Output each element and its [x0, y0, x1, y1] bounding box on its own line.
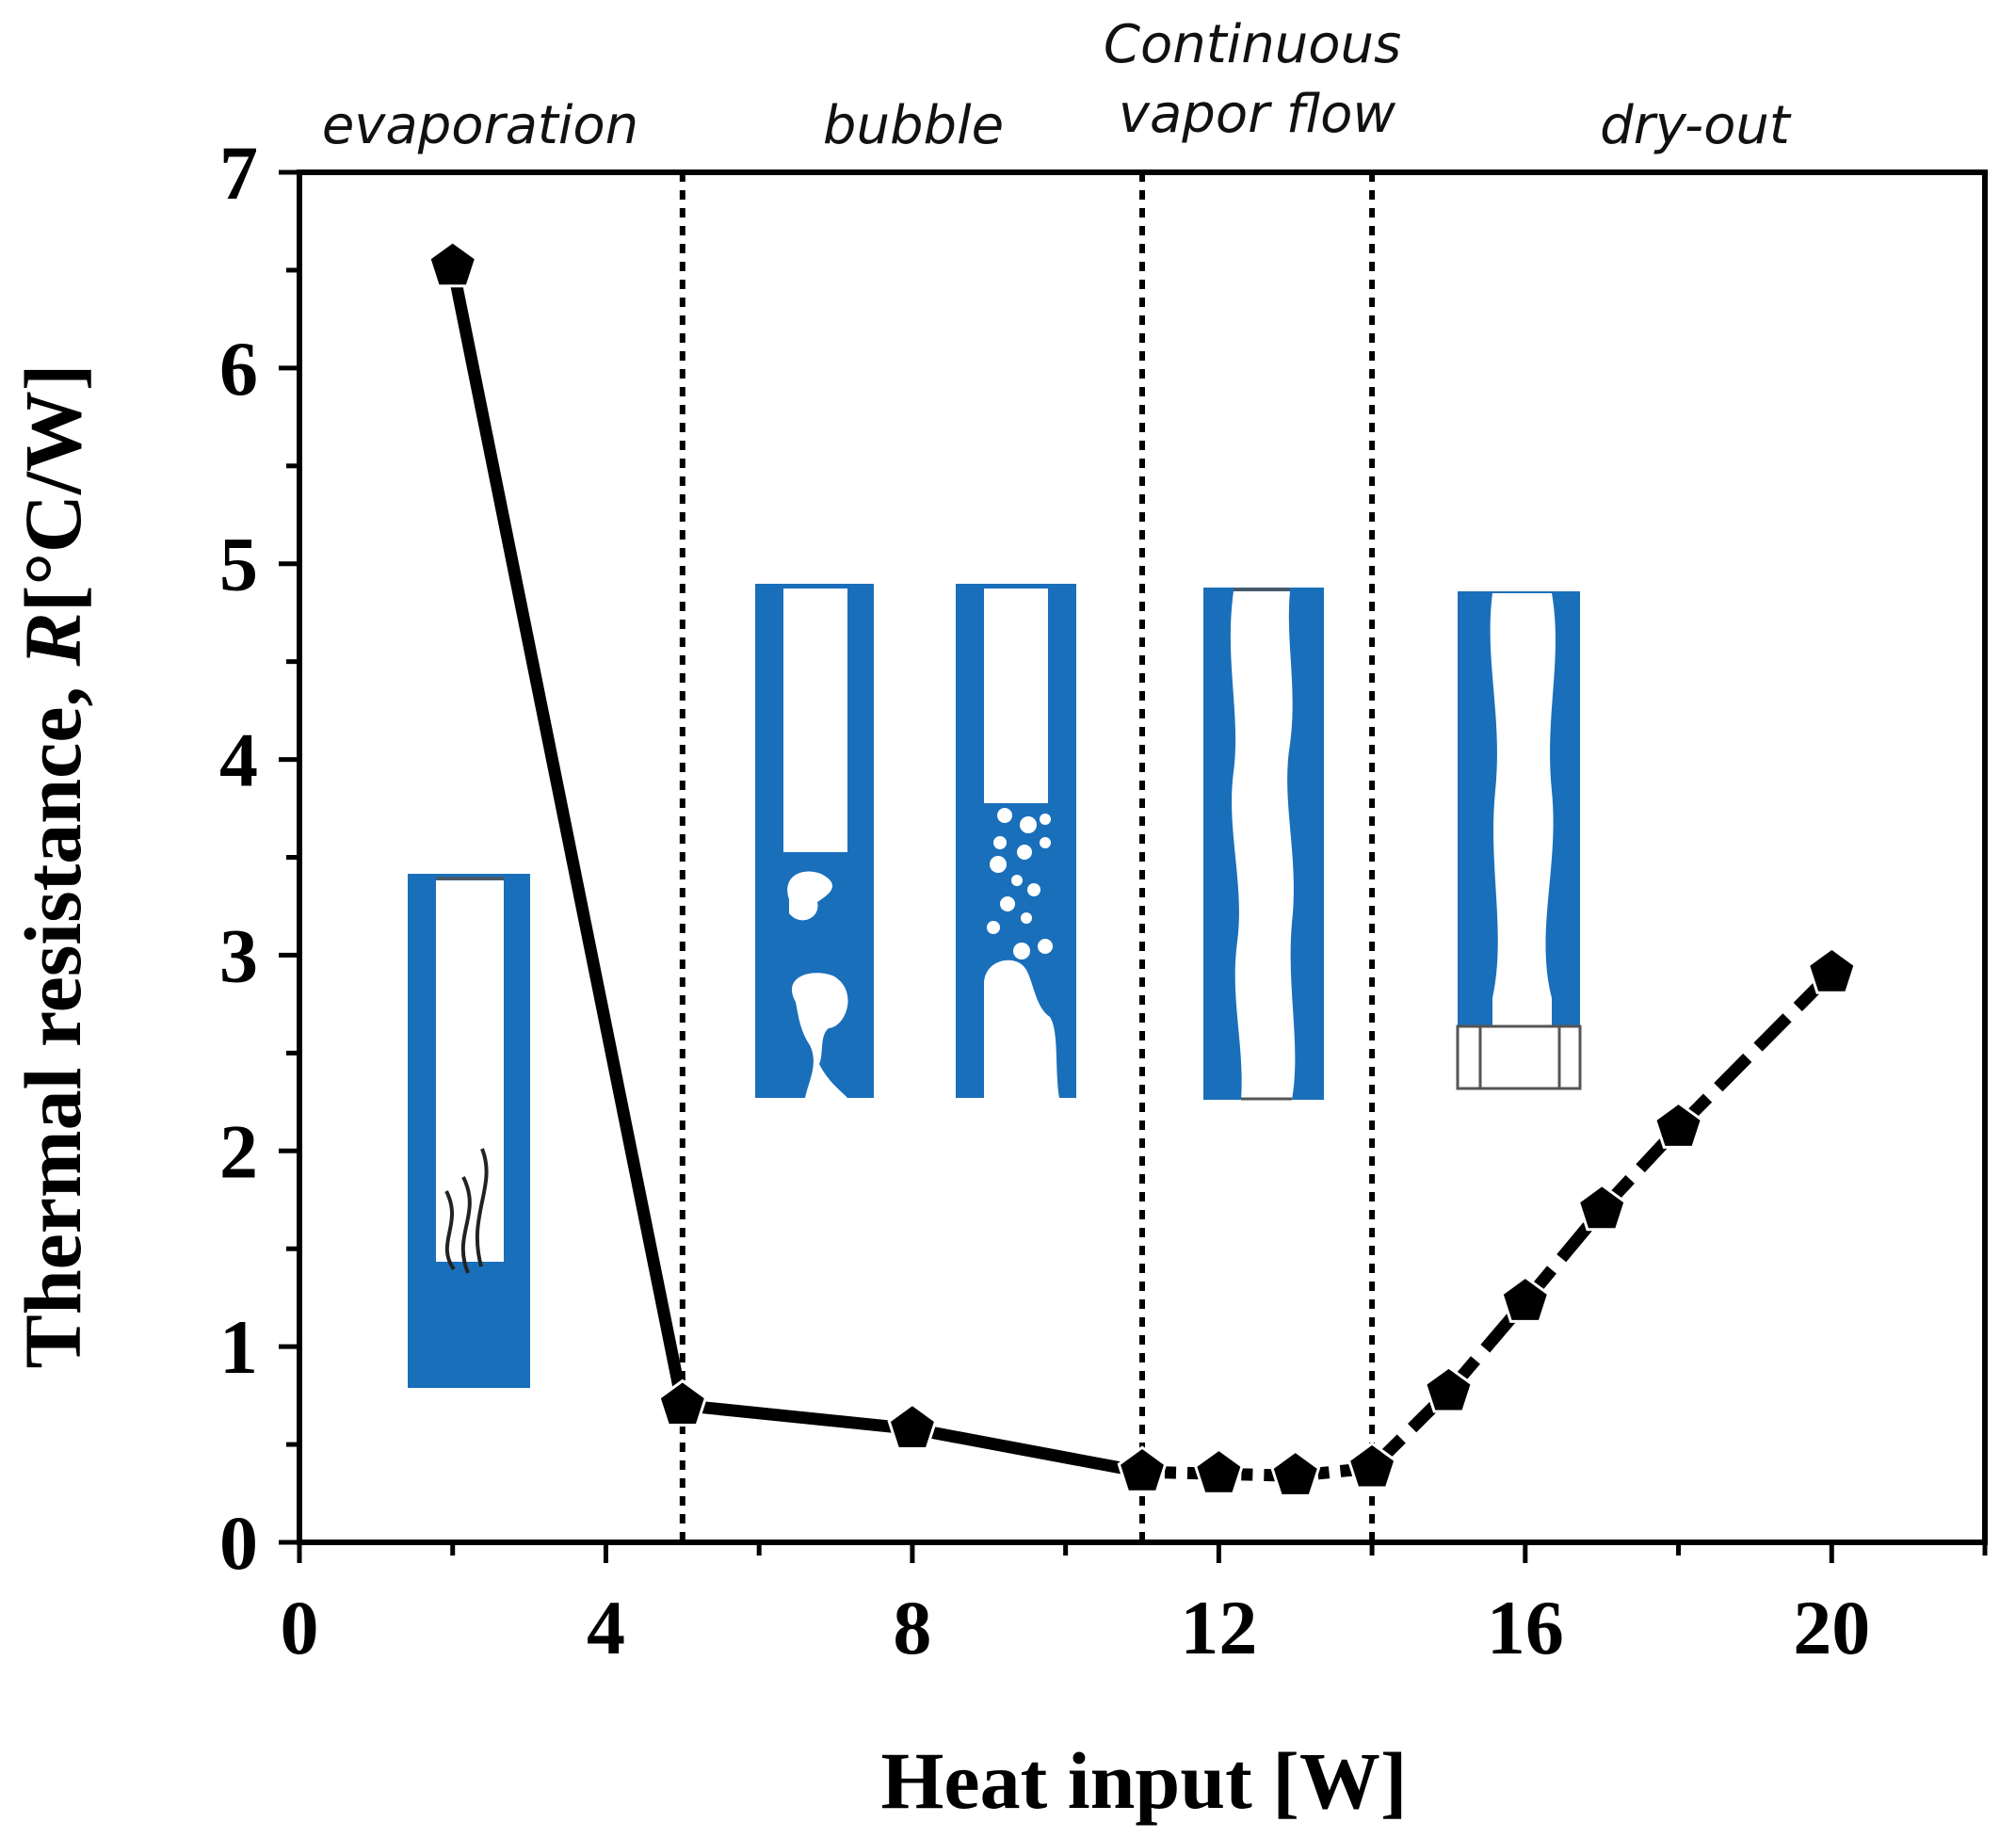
data-point-marker [427, 239, 478, 288]
regime-label-evaporation: evaporation [322, 95, 638, 156]
data-point-marker [1193, 1447, 1244, 1495]
y-tick-label: 3 [219, 912, 258, 998]
regime-labels: evaporation bubble Continuous vapor flow… [322, 14, 1792, 156]
data-point-marker [887, 1402, 938, 1450]
regime-boundaries [679, 172, 1376, 1542]
regime-label-continuous-line1: Continuous [1104, 14, 1401, 75]
x-tick-label: 12 [1180, 1585, 1257, 1670]
regime-illustrations [408, 584, 1582, 1388]
y-tick-label: 2 [219, 1108, 258, 1194]
data-point-marker [1270, 1449, 1321, 1497]
data-point-marker [1423, 1365, 1474, 1413]
data-point-marker [1653, 1101, 1704, 1149]
data-point-marker [1347, 1442, 1397, 1490]
y-tick-label: 6 [219, 326, 258, 411]
data-point-marker [1576, 1183, 1627, 1232]
y-tick-label: 4 [219, 717, 258, 803]
illustration-continuous-vapor [1203, 588, 1324, 1101]
data-point-marker [1117, 1445, 1168, 1493]
y-tick-label: 5 [219, 522, 258, 607]
x-tick-label: 0 [281, 1585, 319, 1670]
y-tick-label: 7 [219, 130, 258, 216]
illustration-evaporation [408, 874, 530, 1388]
x-tick-label: 16 [1487, 1585, 1564, 1670]
y-axis-title-symbol: R [8, 612, 98, 667]
regime-label-dry-out: dry-out [1600, 95, 1792, 156]
x-tick-label: 20 [1793, 1585, 1870, 1670]
illustration-dry-out [1456, 591, 1582, 1090]
data-point-marker [1806, 946, 1857, 994]
axes [279, 169, 1988, 1563]
data-markers [427, 239, 1857, 1497]
series-line-segment [682, 1399, 913, 1435]
x-tick-label: 4 [587, 1585, 625, 1670]
y-axis-title-prefix: Thermal resistance, [8, 667, 98, 1369]
y-tick-label: 0 [219, 1500, 258, 1586]
data-point-marker [1500, 1275, 1551, 1323]
illustration-bubble-1 [755, 584, 874, 1098]
series-line-segment [1673, 968, 1836, 1132]
x-tick-label: 8 [893, 1585, 931, 1670]
x-axis-title: Heat input [W] [881, 1735, 1408, 1826]
series-line-segment [446, 265, 689, 1407]
data-point-marker [657, 1378, 708, 1427]
y-tick-label: 1 [219, 1304, 258, 1390]
series-line-segment [911, 1423, 1144, 1478]
regime-label-continuous-line2: vapor flow [1119, 84, 1396, 145]
y-axis-title: Thermal resistance, R[°C/W] [8, 363, 98, 1368]
y-axis-title-unit: [°C/W] [8, 363, 98, 612]
regime-label-bubble: bubble [823, 95, 1004, 156]
illustration-bubble-2 [956, 584, 1076, 1098]
